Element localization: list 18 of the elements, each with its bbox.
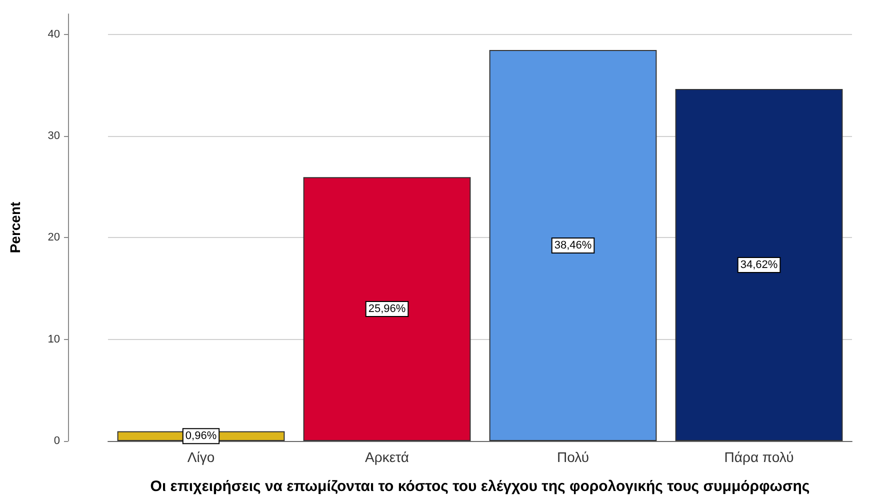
y-tick-label: 30: [48, 130, 60, 142]
bar: [489, 50, 657, 441]
bar: [303, 177, 471, 441]
y-tick-label: 0: [54, 435, 60, 447]
data-label: 38,46%: [554, 239, 592, 252]
bar: [675, 89, 843, 441]
y-tick-label: 20: [48, 232, 60, 244]
y-axis-title: Percent: [7, 201, 23, 254]
y-tick-label: 40: [48, 28, 60, 40]
x-axis-title: Οι επιχειρήσεις να επωμίζονται το κόστος του ελέγχου της φορολογικής τους συμμόρφωσης: [150, 478, 810, 495]
x-tick-label: Πάρα πολύ: [724, 449, 794, 465]
x-tick-label: Πολύ: [557, 449, 589, 465]
x-tick-label: Αρκετά: [365, 449, 409, 465]
x-tick-label: Λίγο: [187, 449, 215, 465]
data-label: 25,96%: [368, 303, 406, 316]
y-tick-label: 10: [48, 333, 60, 346]
data-label: 34,62%: [740, 259, 778, 272]
data-label: 0,96%: [185, 430, 217, 442]
